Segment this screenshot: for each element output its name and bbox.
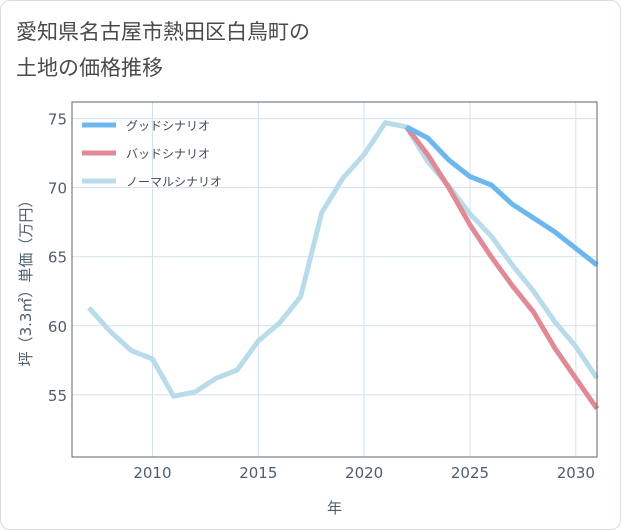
chart-title-line2: 土地の価格推移 xyxy=(16,56,163,80)
legend-label-good: グッドシナリオ xyxy=(126,119,210,133)
y-tick-label: 55 xyxy=(48,387,67,405)
y-tick-label: 75 xyxy=(48,111,67,129)
chart-title-line1: 愛知県名古屋市熱田区白鳥町の xyxy=(16,20,310,44)
series-lines xyxy=(87,120,600,411)
x-tick-label: 2030 xyxy=(557,464,595,482)
x-tick-label: 2025 xyxy=(451,464,489,482)
legend-label-bad: バッドシナリオ xyxy=(126,147,210,161)
x-tick-label: 2015 xyxy=(239,464,277,482)
y-axis-label: 坪（3.3㎡）単価（万円） xyxy=(17,193,35,367)
y-tick-label: 60 xyxy=(48,318,67,336)
series-line-good xyxy=(405,124,599,267)
chart-title: 愛知県名古屋市熱田区白鳥町の 土地の価格推移 xyxy=(16,14,310,86)
series-line-bad xyxy=(404,125,600,411)
series-line-normal xyxy=(87,120,600,399)
plot-area-border xyxy=(71,101,598,458)
x-tick-label: 2020 xyxy=(345,464,383,482)
y-tick-label: 70 xyxy=(48,180,67,198)
x-tick-label: 2010 xyxy=(133,464,171,482)
grid-lines xyxy=(72,102,597,457)
tick-labels: 2010 2015 2020 2025 2030 55 60 65 70 75 xyxy=(48,111,595,482)
y-tick-label: 65 xyxy=(48,249,67,267)
legend-label-normal: ノーマルシナリオ xyxy=(126,175,222,189)
x-axis-label: 年 xyxy=(327,499,342,517)
